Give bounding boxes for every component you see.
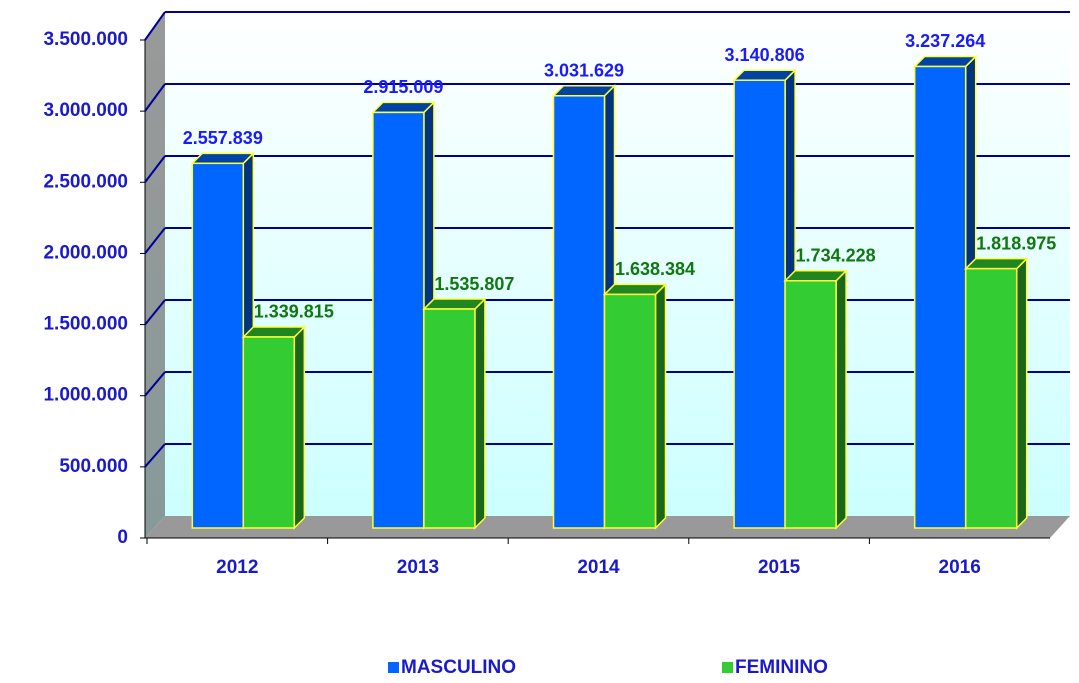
bar-top xyxy=(732,69,797,81)
bar xyxy=(371,100,436,530)
x-tick-label: 2012 xyxy=(216,557,258,578)
bar-top xyxy=(783,269,848,282)
bar-side xyxy=(1015,256,1028,530)
y-tick-label: 3.500.000 xyxy=(43,29,128,50)
value-label: 1.734.228 xyxy=(796,245,876,265)
value-label: 1.339.815 xyxy=(254,302,334,322)
value-label: 1.638.384 xyxy=(615,259,695,279)
bar-top xyxy=(422,298,487,310)
bar-top xyxy=(912,55,978,68)
side-wall xyxy=(145,12,165,538)
y-tick-label: 500.000 xyxy=(59,456,128,477)
value-label: 1.818.975 xyxy=(976,233,1056,253)
bar-front xyxy=(191,162,245,529)
grid-line-side xyxy=(144,11,166,41)
bar-front xyxy=(372,111,425,529)
bar-front xyxy=(423,308,476,529)
bar-side xyxy=(835,268,847,530)
bar-top xyxy=(963,257,1029,270)
bar-front xyxy=(603,293,657,529)
x-tick-label: 2014 xyxy=(577,557,620,578)
bar-front xyxy=(552,95,606,529)
y-tick-label: 1.000.000 xyxy=(43,385,128,406)
bar-top xyxy=(190,152,256,165)
value-label: 2.915.009 xyxy=(363,77,443,97)
x-tick-label: 2015 xyxy=(758,557,801,578)
grid-line-side xyxy=(144,299,166,326)
bar-side xyxy=(654,282,667,530)
bar xyxy=(422,297,487,530)
bar xyxy=(190,151,256,530)
bar-top xyxy=(371,101,436,114)
y-tick-label: 2.000.000 xyxy=(43,242,128,263)
value-label: 3.031.629 xyxy=(544,61,624,81)
y-tick-label: 3.000.000 xyxy=(43,100,128,121)
y-tick-label: 2.500.000 xyxy=(43,171,128,192)
bar xyxy=(783,268,848,530)
bar-top xyxy=(602,283,668,296)
x-tick-label: 2016 xyxy=(939,557,981,578)
grid-line-side xyxy=(144,371,166,397)
bar-front xyxy=(784,279,837,529)
grid-line-side xyxy=(144,83,166,112)
legend-swatch xyxy=(722,662,733,673)
value-label: 3.140.806 xyxy=(725,45,805,65)
bar-side xyxy=(293,325,306,530)
legend-label: FEMININO xyxy=(735,657,828,678)
x-tick-label: 2013 xyxy=(397,557,439,578)
bar-front xyxy=(964,267,1018,529)
bar-front xyxy=(733,79,786,529)
legend-label: MASCULINO xyxy=(401,657,516,678)
y-tick-label: 1.500.000 xyxy=(43,314,128,335)
value-label: 1.535.807 xyxy=(434,274,514,294)
bar-front xyxy=(913,65,967,529)
bar xyxy=(241,325,307,530)
bar xyxy=(602,282,668,530)
legend-swatch xyxy=(388,662,399,673)
bar-top xyxy=(551,85,617,97)
grid-line-side xyxy=(144,443,166,468)
grid-line-side xyxy=(144,155,166,183)
value-label: 2.557.839 xyxy=(183,128,263,148)
y-tick-label: 0 xyxy=(117,527,128,548)
value-label: 3.237.264 xyxy=(905,31,985,51)
bar-front xyxy=(242,336,296,529)
bar-side xyxy=(474,297,486,530)
grid-line-side xyxy=(144,227,166,255)
bar xyxy=(963,256,1029,530)
bar-top xyxy=(241,326,307,338)
